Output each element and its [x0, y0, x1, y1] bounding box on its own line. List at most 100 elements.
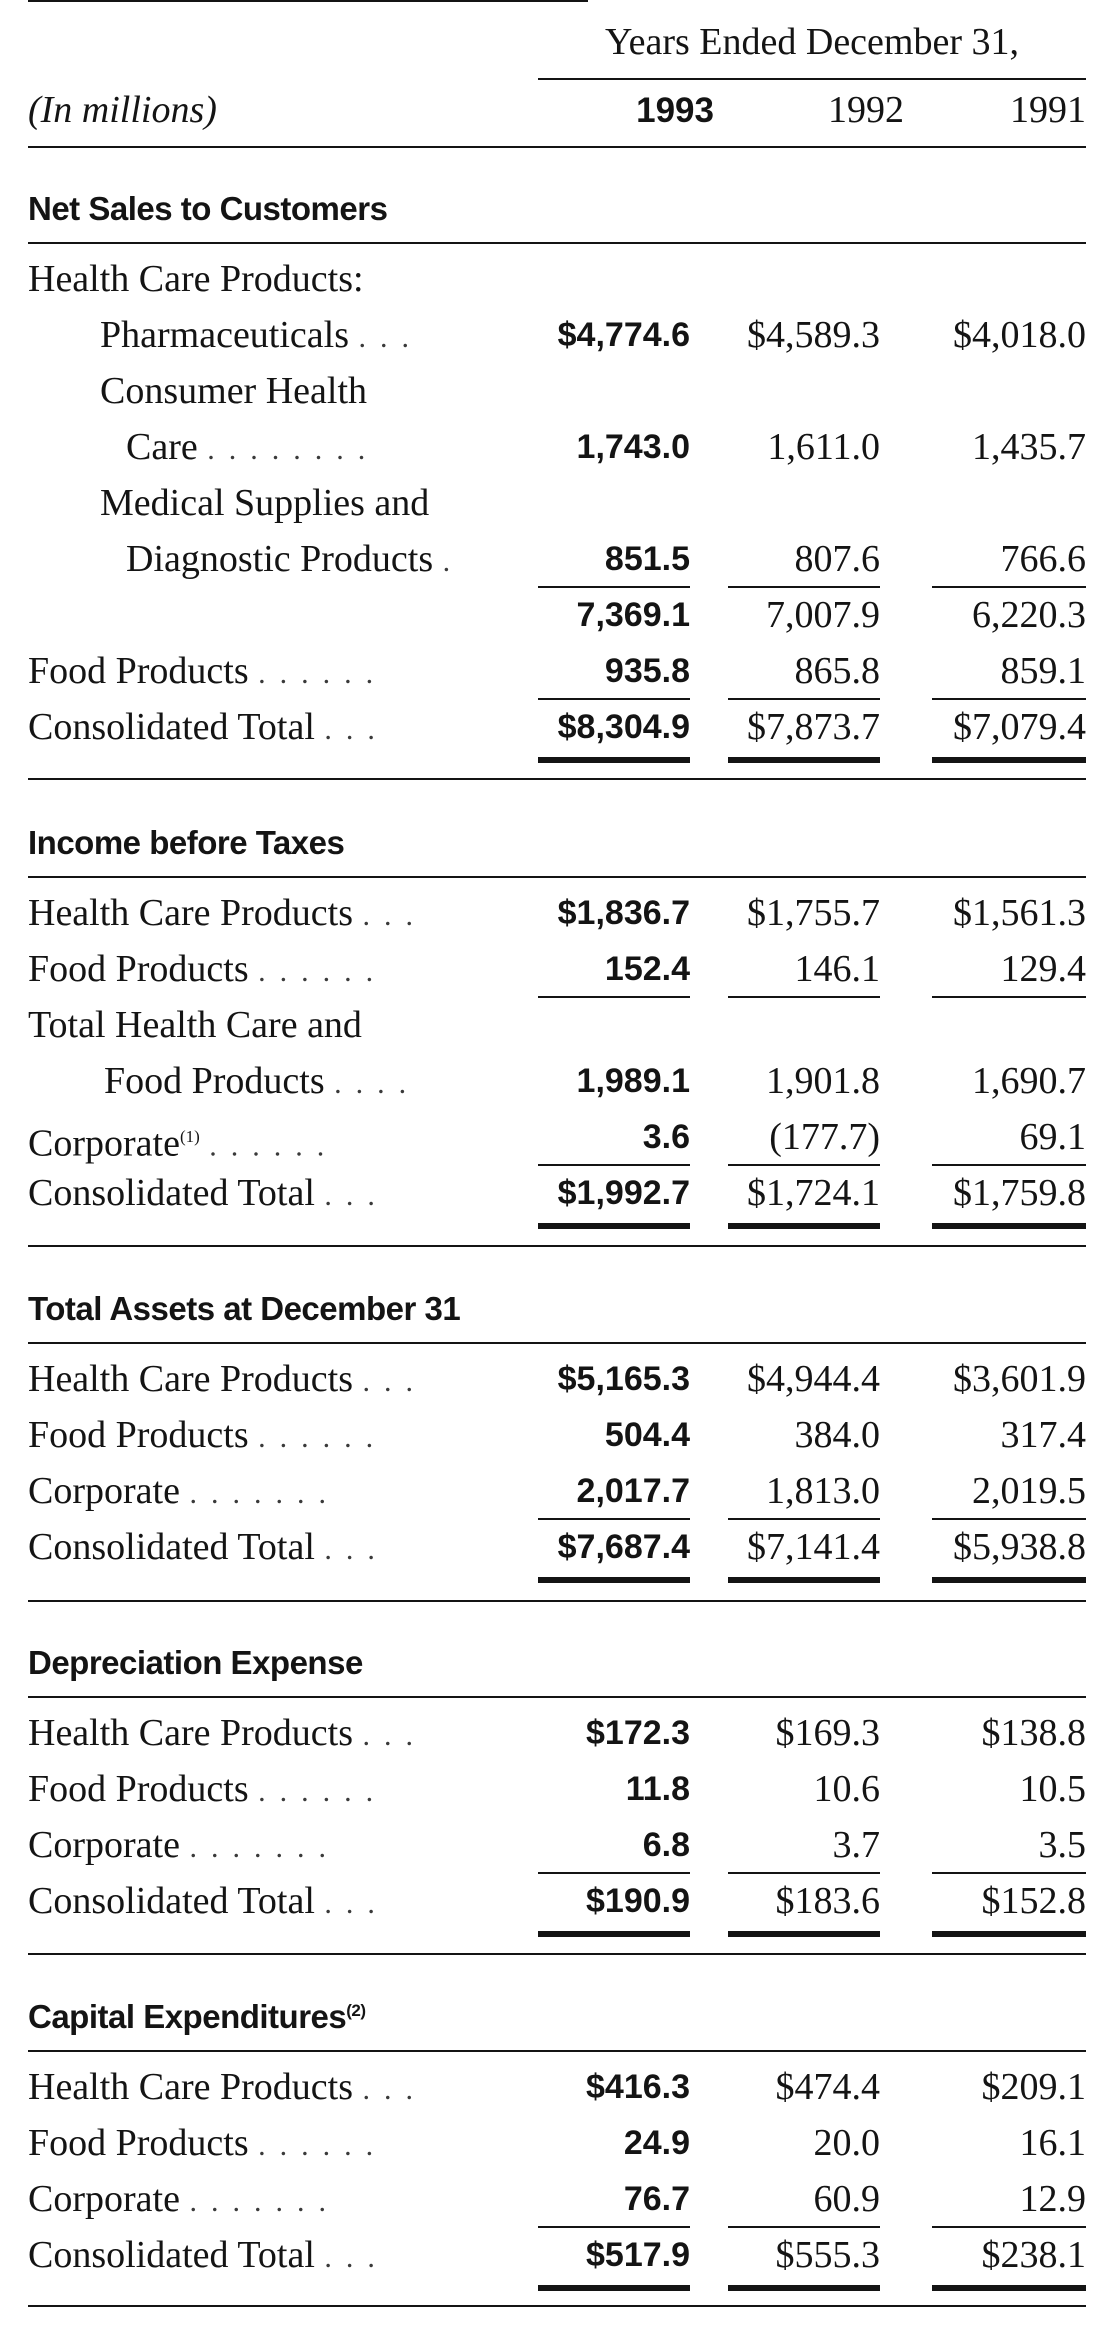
- footnote-marker: (1): [179, 1127, 200, 1146]
- value-1992: $7,873.7: [747, 706, 880, 748]
- underline: [728, 2226, 880, 2228]
- value-1993: 1,989.1: [576, 1062, 690, 1100]
- value-1991: 3.5: [1038, 1824, 1087, 1866]
- value-1992: $183.6: [775, 1880, 881, 1922]
- value-1991: 317.4: [1000, 1414, 1087, 1456]
- value-1993: $172.3: [586, 1714, 690, 1752]
- value-1993: $416.3: [586, 2068, 690, 2106]
- table-row: Consolidated Total ... $7,687.4 $7,141.4…: [28, 1520, 1086, 1574]
- value-1991: 6,220.3: [972, 594, 1086, 636]
- row-label: Care ........: [126, 426, 380, 468]
- value-1992: (177.7): [769, 1116, 880, 1158]
- financial-table: Years Ended December 31, (In millions) 1…: [28, 0, 1086, 2337]
- value-1991: 69.1: [1019, 1116, 1087, 1158]
- double-underline: [728, 1931, 880, 1937]
- underline: [728, 1164, 880, 1166]
- underline: [538, 1518, 690, 1520]
- section-title-assets: Total Assets at December 31: [28, 1290, 461, 1327]
- row-label: Pharmaceuticals ...: [100, 314, 424, 356]
- value-1991: 2,019.5: [972, 1470, 1086, 1512]
- double-underline: [538, 1223, 690, 1229]
- value-1993: 1,743.0: [576, 428, 690, 466]
- underline: [728, 698, 880, 700]
- row-label: Corporate .......: [28, 1470, 340, 1512]
- value-1993: 7,369.1: [576, 596, 690, 634]
- underline: [728, 996, 880, 998]
- row-label: Corporate .......: [28, 2178, 340, 2220]
- table-header: Years Ended December 31, (In millions) 1…: [28, 0, 1086, 155]
- row-label: Food Products ......: [28, 650, 388, 692]
- table-row: Consolidated Total ... $190.9 $183.6 $15…: [28, 1874, 1086, 1928]
- underline: [538, 1164, 690, 1166]
- value-1991: 16.1: [1019, 2122, 1087, 2164]
- row-label: Consolidated Total ...: [28, 1880, 389, 1922]
- value-1993: 11.8: [625, 1770, 690, 1808]
- value-1992: 384.0: [794, 1414, 881, 1456]
- section-rule: [28, 1696, 1086, 1698]
- double-underline: [932, 1931, 1086, 1937]
- value-1991: $1,561.3: [953, 892, 1086, 934]
- value-1991: $1,759.8: [953, 1172, 1086, 1214]
- value-1993: $190.9: [586, 1882, 690, 1920]
- value-1992: $1,755.7: [747, 892, 880, 934]
- table-row: Health Care Products:: [28, 252, 1086, 306]
- table-row: Corporate ....... 76.7 60.9 12.9: [28, 2172, 1086, 2226]
- year-1993: 1993: [636, 91, 714, 130]
- section-end-rule: [28, 2305, 1086, 2307]
- years-ended-heading: Years Ended December 31,: [604, 21, 1019, 63]
- row-label: Food Products ......: [28, 2122, 388, 2164]
- value-1993: $517.9: [586, 2236, 690, 2274]
- value-1991: 129.4: [1000, 948, 1087, 990]
- double-underline: [728, 1577, 880, 1583]
- row-label: Diagnostic Products .: [126, 538, 465, 580]
- row-label: Health Care Products ...: [28, 892, 428, 934]
- value-1993: 935.8: [604, 652, 690, 690]
- units-label: (In millions): [28, 89, 217, 131]
- row-label: Consolidated Total ...: [28, 706, 389, 748]
- row-label: Total Health Care and: [28, 1004, 362, 1046]
- value-1993: 76.7: [623, 2180, 690, 2218]
- section-rule: [28, 1342, 1086, 1344]
- row-label: Health Care Products ...: [28, 1712, 428, 1754]
- value-1993: $7,687.4: [557, 1528, 690, 1566]
- value-1993: $1,836.7: [557, 894, 690, 932]
- double-underline: [932, 2285, 1086, 2291]
- double-underline: [932, 1577, 1086, 1583]
- double-underline: [728, 2285, 880, 2291]
- double-underline: [932, 1223, 1086, 1229]
- underline: [538, 586, 690, 588]
- double-underline: [932, 757, 1086, 763]
- value-1991: $7,079.4: [953, 706, 1086, 748]
- section-rule: [28, 242, 1086, 244]
- underline: [932, 586, 1086, 588]
- top-rule: [28, 0, 588, 2]
- value-1993: 504.4: [604, 1416, 690, 1454]
- section-title-net-sales: Net Sales to Customers: [28, 190, 388, 227]
- value-1993: 152.4: [604, 950, 690, 988]
- value-1991: $4,018.0: [953, 314, 1086, 356]
- underline: [538, 2226, 690, 2228]
- value-1992: 1,813.0: [766, 1470, 880, 1512]
- underline: [728, 1872, 880, 1874]
- row-label: Medical Supplies and: [100, 482, 430, 524]
- value-1992: $474.4: [775, 2066, 881, 2108]
- underline: [932, 1872, 1086, 1874]
- table-row: Food Products ...... 11.8 10.6 10.5: [28, 1762, 1086, 1816]
- row-label: Health Care Products ...: [28, 2066, 428, 2108]
- double-underline: [538, 1931, 690, 1937]
- value-1991: 10.5: [1019, 1768, 1087, 1810]
- underline: [932, 1164, 1086, 1166]
- section-end-rule: [28, 1953, 1086, 1955]
- value-1992: 807.6: [794, 538, 881, 580]
- value-1992: 1,611.0: [767, 426, 880, 468]
- value-1991: $209.1: [981, 2066, 1087, 2108]
- value-1993: $8,304.9: [557, 708, 690, 746]
- row-label: Consolidated Total ...: [28, 2234, 389, 2276]
- table-row: 7,369.1 7,007.9 6,220.3: [28, 588, 1086, 642]
- value-1993: 24.9: [623, 2124, 690, 2162]
- value-1992: $169.3: [775, 1712, 881, 1754]
- section-title-income: Income before Taxes: [28, 824, 345, 861]
- row-label: Consolidated Total ...: [28, 1172, 389, 1214]
- double-underline: [538, 757, 690, 763]
- value-1991: 766.6: [1000, 538, 1087, 580]
